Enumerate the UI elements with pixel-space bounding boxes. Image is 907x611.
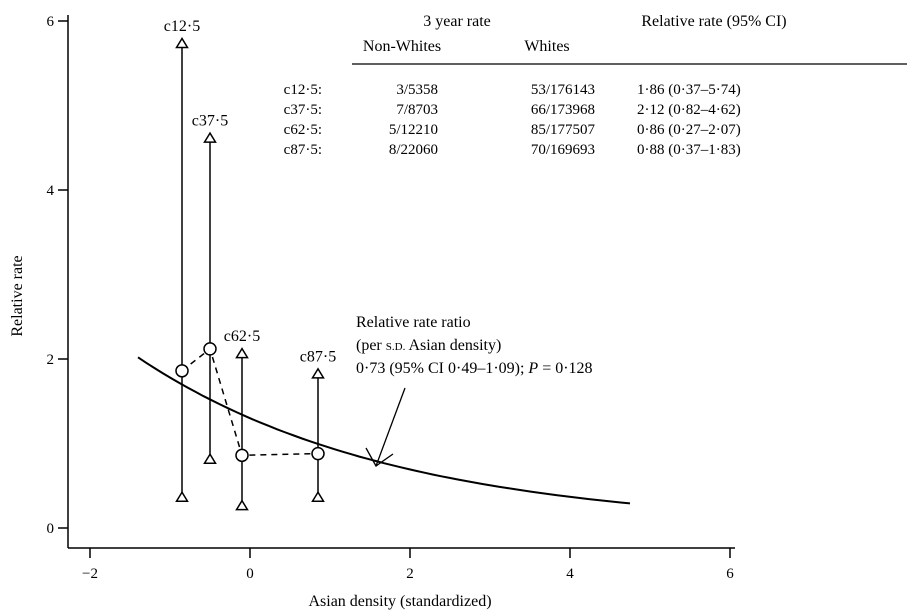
- table-cell-label: c87·5:: [284, 142, 322, 158]
- annotation-line-3: 0·73 (95% CI 0·49–1·09); P = 0·128: [356, 360, 593, 377]
- x-tick-label: 0: [246, 566, 254, 582]
- table-cell-whites: 66/173968: [531, 102, 595, 118]
- ci-upper-marker: [175, 37, 189, 49]
- ci-upper-marker: [235, 347, 249, 359]
- table-header-3-year-rate: 3 year rate: [423, 13, 491, 30]
- y-axis-title: Relative rate: [9, 255, 26, 336]
- x-axis-ticks: −2 0 2 4 6: [82, 548, 734, 582]
- fitted-curve: [137, 356, 631, 505]
- annotation-arrow-shaft: [375, 387, 406, 467]
- x-tick-label: 6: [726, 566, 734, 582]
- table-cell-label: c62·5:: [284, 122, 322, 138]
- table-cell-relative-rate: 1·86 (0·37–5·74): [637, 82, 741, 98]
- table-header-non-whites: Non-Whites: [363, 38, 441, 55]
- table-header-whites: Whites: [524, 38, 569, 55]
- point-estimate: [311, 446, 325, 461]
- table-cell-label: c12·5:: [284, 82, 322, 98]
- table-cell-relative-rate: 0·86 (0·27–2·07): [637, 122, 741, 138]
- point-label: c62·5: [224, 328, 260, 345]
- data-points: [175, 342, 325, 463]
- y-tick-label: 0: [47, 521, 55, 537]
- table-cell-relative-rate: 2·12 (0·82–4·62): [637, 102, 741, 118]
- annotation-line-1: Relative rate ratio: [356, 314, 471, 331]
- y-tick-label: 4: [47, 183, 55, 199]
- ci-lower-marker: [311, 490, 325, 502]
- point-estimate: [235, 448, 249, 463]
- table-cell-whites: 53/176143: [531, 82, 595, 98]
- x-tick-label: 4: [566, 566, 574, 582]
- point-label: c37·5: [192, 113, 228, 130]
- confidence-intervals: c12·5 c37·5 c62·5 c87·5: [164, 18, 336, 511]
- connecting-dashed-line: [181, 347, 319, 457]
- table-cell-nonwhites: 5/12210: [389, 122, 438, 138]
- table-cell-relative-rate: 0·88 (0·37–1·83): [637, 142, 741, 158]
- ci-upper-marker: [203, 131, 217, 143]
- ci-lower-marker: [175, 490, 189, 502]
- table-cell-nonwhites: 3/5358: [396, 82, 438, 98]
- x-axis-title: Asian density (standardized): [308, 593, 491, 610]
- point-estimate: [175, 364, 189, 378]
- rate-ratio-annotation: Relative rate ratio (per S.D. Asian dens…: [356, 314, 593, 467]
- annotation-line-2: (per S.D. Asian density): [356, 337, 501, 354]
- annotation-arrow-head: [365, 447, 394, 467]
- point-label: c12·5: [164, 18, 200, 35]
- point-estimate: [203, 342, 217, 356]
- y-axis-ticks: 0 2 4 6: [47, 14, 68, 537]
- x-tick-label: −2: [82, 566, 98, 582]
- table-cell-whites: 85/177507: [531, 122, 596, 138]
- table-rows: c12·5: 3/5358 53/176143 1·86 (0·37–5·74) c37…: [284, 82, 741, 158]
- table-cell-label: c37·5:: [284, 102, 322, 118]
- x-tick-label: 2: [406, 566, 414, 582]
- ci-lower-marker: [203, 452, 217, 464]
- rates-table: 3 year rate Relative rate (95% CI) Non-W…: [284, 13, 907, 158]
- table-cell-nonwhites: 7/8703: [396, 102, 438, 118]
- table-cell-whites: 70/169693: [531, 142, 595, 158]
- ci-lower-marker: [235, 499, 249, 511]
- table-header-relative-rate: Relative rate (95% CI): [641, 13, 786, 30]
- y-tick-label: 2: [47, 352, 55, 368]
- y-tick-label: 6: [47, 14, 55, 30]
- ci-upper-marker: [311, 367, 325, 379]
- point-label: c87·5: [300, 348, 336, 365]
- table-cell-nonwhites: 8/22060: [389, 142, 438, 158]
